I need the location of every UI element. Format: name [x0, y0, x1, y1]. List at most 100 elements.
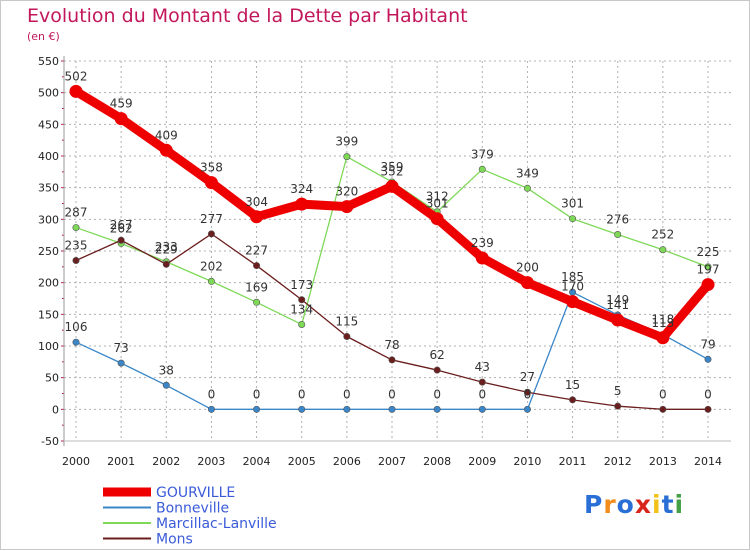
y-tick-label: 50	[45, 372, 59, 385]
data-point-bonneville	[704, 355, 712, 363]
data-label-bonneville: 185	[561, 270, 584, 284]
data-label-marcillac-lanville: 287	[65, 206, 88, 220]
data-point-gourville	[159, 143, 173, 157]
data-label-mons: 267	[110, 218, 133, 232]
data-point-bonneville	[388, 405, 396, 413]
data-point-marcillac-lanville	[298, 320, 306, 328]
data-point-bonneville	[523, 405, 531, 413]
data-label-bonneville: 0	[343, 387, 351, 401]
data-label-bonneville: 0	[253, 387, 261, 401]
chart-title: Evolution du Montant de la Dette par Hab…	[27, 5, 468, 27]
data-label-mons: 62	[430, 348, 445, 362]
data-label-mons: 15	[565, 378, 580, 392]
legend-label: Mons	[156, 532, 193, 548]
data-point-bonneville	[253, 405, 261, 413]
data-label-mons: 5	[614, 384, 622, 398]
x-tick-label: 2003	[197, 455, 225, 468]
data-point-gourville	[114, 112, 128, 126]
data-point-mons	[117, 236, 125, 244]
x-tick-label: 2006	[333, 455, 361, 468]
data-point-gourville	[520, 276, 534, 290]
data-label-marcillac-lanville: 225	[697, 245, 720, 259]
data-label-bonneville: 0	[478, 387, 486, 401]
data-point-gourville	[475, 251, 489, 265]
data-point-gourville	[430, 212, 444, 226]
data-point-mons	[72, 256, 80, 264]
x-tick-label: 2010	[513, 455, 541, 468]
x-tick-label: 2009	[468, 455, 496, 468]
data-point-gourville	[611, 313, 625, 327]
data-point-mons	[704, 405, 712, 413]
data-label-bonneville: 73	[114, 341, 129, 355]
data-label-marcillac-lanville: 276	[606, 213, 629, 227]
x-tick-label: 2005	[288, 455, 316, 468]
x-tick-label: 2014	[694, 455, 722, 468]
data-point-mons	[343, 332, 351, 340]
legend-label: Marcillac-Lanville	[156, 516, 277, 532]
data-label-gourville: 502	[65, 69, 88, 83]
data-point-marcillac-lanville	[569, 215, 577, 223]
y-tick-label: 250	[38, 245, 59, 258]
data-label-gourville: 459	[110, 97, 133, 111]
data-point-marcillac-lanville	[704, 263, 712, 271]
data-label-bonneville: 0	[298, 387, 306, 401]
data-label-marcillac-lanville: 262	[110, 221, 133, 235]
data-label-mons: 227	[245, 244, 268, 258]
x-tick-label: 2000	[62, 455, 90, 468]
data-label-mons: 277	[200, 212, 223, 226]
x-tick-label: 2011	[559, 455, 587, 468]
data-label-mons: 43	[475, 360, 490, 374]
data-point-marcillac-lanville	[659, 246, 667, 254]
data-label-mons: 27	[520, 370, 535, 384]
y-tick-label: 500	[38, 87, 59, 100]
data-label-gourville: 358	[200, 161, 223, 175]
data-label-bonneville: 118	[651, 313, 674, 327]
data-label-gourville: 197	[697, 263, 720, 277]
legend-label: Bonneville	[156, 501, 229, 517]
data-label-marcillac-lanville: 202	[200, 259, 223, 273]
data-label-bonneville: 38	[159, 363, 174, 377]
data-label-bonneville: 149	[606, 293, 629, 307]
data-point-bonneville	[162, 381, 170, 389]
x-tick-label: 2013	[649, 455, 677, 468]
data-point-gourville	[250, 210, 264, 224]
data-label-mons: 173	[290, 278, 313, 292]
data-point-mons	[614, 402, 622, 410]
data-point-marcillac-lanville	[523, 184, 531, 192]
data-label-gourville: 200	[516, 261, 539, 275]
data-label-gourville: 304	[245, 195, 268, 209]
data-label-marcillac-lanville: 169	[245, 280, 268, 294]
data-label-bonneville: 0	[208, 387, 216, 401]
data-label-marcillac-lanville: 301	[561, 197, 584, 211]
data-label-bonneville: 0	[433, 387, 441, 401]
data-label-gourville: 239	[471, 236, 494, 250]
data-point-marcillac-lanville	[207, 277, 215, 285]
data-point-gourville	[656, 331, 670, 345]
data-point-gourville	[701, 278, 715, 292]
logo-letter: i	[652, 490, 662, 519]
data-label-bonneville: 106	[65, 320, 88, 334]
y-tick-label: 150	[38, 308, 59, 321]
data-label-gourville: 352	[381, 164, 404, 178]
chart-unit-label: (en €)	[27, 30, 60, 43]
y-tick-label: -50	[41, 435, 59, 448]
x-tick-label: 2004	[243, 455, 271, 468]
data-label-bonneville: 0	[524, 387, 532, 401]
data-point-bonneville	[72, 338, 80, 346]
x-tick-label: 2001	[107, 455, 135, 468]
logo-letter: t	[661, 490, 675, 519]
y-tick-label: 100	[38, 340, 59, 353]
y-tick-label: 450	[38, 118, 59, 131]
data-point-bonneville	[433, 405, 441, 413]
data-point-marcillac-lanville	[343, 153, 351, 161]
data-label-marcillac-lanville: 233	[155, 240, 178, 254]
y-tick-label: 0	[52, 403, 59, 416]
data-label-mons: 0	[704, 387, 712, 401]
x-tick-label: 2008	[423, 455, 451, 468]
data-point-gourville	[295, 197, 309, 211]
data-point-mons	[253, 262, 261, 270]
data-point-gourville	[204, 176, 218, 190]
data-point-marcillac-lanville	[253, 298, 261, 306]
data-label-mons: 235	[65, 239, 88, 253]
